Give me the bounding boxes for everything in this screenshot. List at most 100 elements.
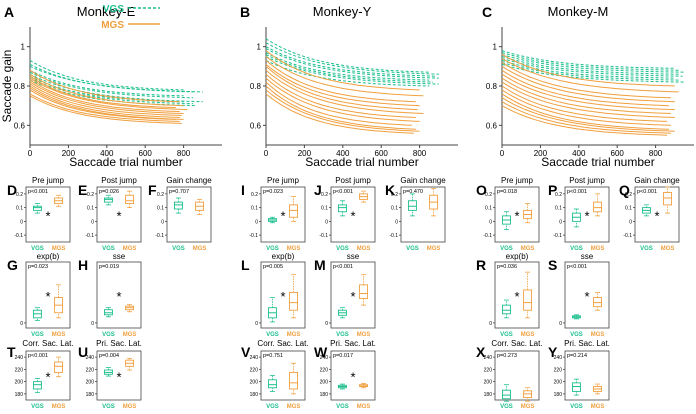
- series-line-mgs-C: [501, 58, 679, 93]
- series-line-mgs-B: [265, 64, 420, 107]
- panel-title-X: Corr. Sac. Lat.: [491, 339, 542, 348]
- series-line-vgs-C: [501, 50, 675, 69]
- y-tick-label-J: 0.1: [321, 206, 328, 212]
- y-tick-label-E: 0.1: [87, 206, 94, 212]
- series-line-vgs-A: [29, 63, 194, 93]
- plot-frame-O: [494, 186, 540, 243]
- x-tick-label-A: 200: [62, 149, 76, 158]
- significance-star-I: *: [280, 209, 285, 224]
- series-line-mgs-B: [265, 60, 416, 103]
- plot-frame-Y: [564, 350, 610, 401]
- significance-star-L: *: [280, 289, 285, 304]
- y-tick-label-K: -0.1: [389, 233, 398, 239]
- series-line-mgs-C: [501, 54, 675, 87]
- significance-star-S: *: [584, 289, 589, 304]
- y-tick-label-W: 240: [320, 355, 329, 361]
- y-tick-label-V: 240: [250, 355, 259, 361]
- x-tick-label-B: 200: [298, 149, 312, 158]
- plot-frame-G: [25, 261, 71, 329]
- y-tick-label-V: 180: [250, 392, 259, 398]
- box-vgs-H: [103, 309, 113, 316]
- significance-star-J: *: [350, 209, 355, 224]
- box-vgs-E: [103, 197, 113, 203]
- x-axis-label-B: Saccade trial number: [305, 155, 418, 169]
- panel-letter-H: H: [78, 257, 88, 273]
- series-line-vgs-A: [29, 65, 203, 93]
- series-line-vgs-C: [501, 63, 685, 83]
- y-tick-label-E: -0.1: [85, 233, 94, 239]
- y-tick-label-P: 0: [559, 219, 562, 225]
- significance-star-U: *: [116, 370, 121, 385]
- plot-frame-L: [260, 261, 306, 329]
- series-line-mgs-B: [265, 93, 414, 134]
- box-mgs-Q: [663, 192, 673, 206]
- series-line-mgs-A: [29, 85, 180, 118]
- y-tick-label-P: -0.1: [553, 233, 562, 239]
- series-line-vgs-B: [265, 54, 434, 83]
- y-tick-label-Y: 240: [554, 355, 563, 361]
- p-value-M: p<0.001: [333, 264, 353, 270]
- y-tick-label-U: 200: [86, 380, 95, 386]
- panel-title-M: sse: [347, 252, 360, 261]
- box-mgs-M: [359, 284, 369, 300]
- category-label-vgs-Q: VGS: [640, 246, 653, 252]
- series-line-mgs-C: [501, 97, 675, 132]
- y-tick-label-V: 200: [250, 380, 259, 386]
- category-label-mgs-Y: MGS: [591, 404, 605, 410]
- series-line-mgs-A: [29, 89, 176, 120]
- category-label-vgs-M: VGS: [336, 332, 349, 338]
- plot-frame-P: [564, 186, 610, 243]
- y-tick-label-O: -0.1: [483, 233, 492, 239]
- x-tick-label-A: 0: [28, 149, 33, 158]
- panel-letter-R: R: [476, 257, 486, 273]
- y-tick-label-X: 200: [484, 380, 493, 386]
- panel-letter-S: S: [548, 257, 557, 273]
- plot-frame-K: [400, 186, 446, 243]
- panel-title-A: Monkey-E: [77, 4, 136, 19]
- p-value-I: p=0.023: [263, 189, 283, 195]
- significance-star-O: *: [514, 209, 519, 224]
- panel-title-Q: Gain change: [634, 176, 680, 185]
- plot-frame-F: [166, 186, 212, 243]
- p-value-G: p=0.023: [28, 264, 48, 270]
- plot-frame-M: [330, 261, 376, 329]
- y-tick-label-C: 0.6: [486, 121, 498, 130]
- panel-title-H: sse: [113, 252, 126, 261]
- y-tick-label-X: 180: [484, 392, 493, 398]
- y-tick-label-Q: 0.1: [625, 206, 632, 212]
- x-tick-label-C: 200: [534, 149, 548, 158]
- x-tick-label-B: 800: [413, 149, 427, 158]
- x-tick-label-A: 400: [100, 149, 114, 158]
- box-mgs-E: [125, 194, 135, 204]
- box-mgs-T: [54, 361, 64, 373]
- panel-letter-M: M: [314, 257, 326, 273]
- category-label-vgs-K: VGS: [406, 246, 419, 252]
- y-tick-label-O: 0: [489, 219, 492, 225]
- panel-title-O: Pre jump: [501, 176, 534, 185]
- x-tick-label-C: 400: [572, 149, 586, 158]
- y-tick-label-Y: 220: [554, 367, 563, 373]
- category-label-vgs-Y: VGS: [570, 404, 583, 410]
- category-label-vgs-T: VGS: [31, 404, 44, 410]
- significance-star-G: *: [45, 289, 50, 304]
- series-line-mgs-A: [29, 81, 184, 114]
- panel-letter-Y: Y: [548, 344, 558, 360]
- x-tick-label-B: 0: [264, 149, 269, 158]
- panel-title-D: Pre jump: [32, 176, 65, 185]
- y-tick-label-C: 1: [493, 43, 498, 52]
- panel-letter-C: C: [482, 4, 492, 20]
- category-label-vgs-F: VGS: [172, 246, 185, 252]
- panel-title-G: exp(b): [37, 252, 60, 261]
- y-tick-label-L: 0: [255, 321, 258, 327]
- y-tick-label-J: -0.1: [319, 233, 328, 239]
- y-tick-label-D: -0.1: [14, 233, 23, 239]
- y-tick-label-U: 240: [86, 355, 95, 361]
- y-tick-label-C: 0.8: [486, 82, 498, 91]
- category-label-mgs-H: MGS: [123, 332, 137, 338]
- y-tick-label-Y: 200: [554, 380, 563, 386]
- p-value-O: p=0.018: [497, 189, 517, 195]
- panel-title-P: Post jump: [569, 176, 605, 185]
- series-line-mgs-C: [501, 93, 670, 130]
- series-line-vgs-A: [29, 69, 184, 97]
